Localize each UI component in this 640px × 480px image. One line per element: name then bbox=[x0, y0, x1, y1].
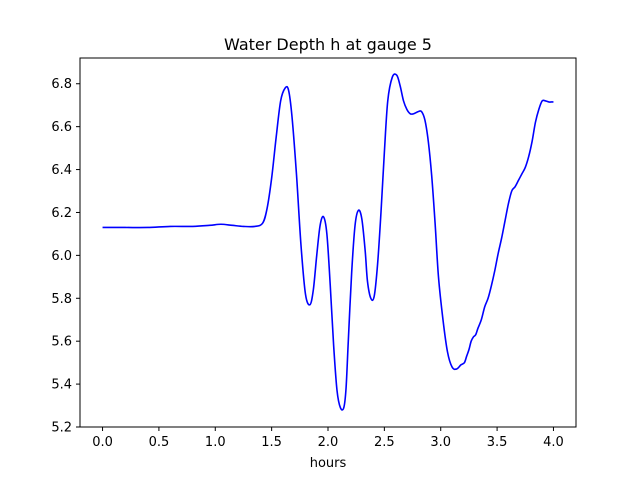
x-tick-label: 4.0 bbox=[543, 435, 564, 450]
y-tick-label: 6.8 bbox=[51, 77, 72, 92]
y-tick-label: 5.2 bbox=[51, 421, 72, 436]
x-tick-label: 3.0 bbox=[430, 435, 451, 450]
x-tick-label: 3.5 bbox=[487, 435, 508, 450]
x-tick-label: 1.5 bbox=[261, 435, 282, 450]
y-tick-label: 6.2 bbox=[51, 206, 72, 221]
x-tick-label: 0.0 bbox=[92, 435, 113, 450]
y-tick-label: 6.0 bbox=[51, 249, 72, 264]
x-axis: 0.0 0.5 1.0 1.5 2.0 2.5 3.0 3.5 4.0 bbox=[92, 427, 564, 450]
chart-title: Water Depth h at gauge 5 bbox=[224, 35, 432, 54]
x-tick-label: 0.5 bbox=[149, 435, 170, 450]
series-line bbox=[102, 73, 554, 411]
y-tick-label: 6.6 bbox=[51, 120, 72, 135]
y-tick-label: 5.4 bbox=[51, 378, 72, 393]
x-tick-label: 2.0 bbox=[318, 435, 339, 450]
x-tick-label: 1.0 bbox=[205, 435, 226, 450]
y-tick-label: 5.8 bbox=[51, 292, 72, 307]
y-tick-label: 5.6 bbox=[51, 335, 72, 350]
y-axis: 5.2 5.4 5.6 5.8 6.0 6.2 6.4 6.6 6.8 bbox=[51, 77, 80, 436]
plot-area bbox=[102, 73, 554, 411]
x-axis-label: hours bbox=[310, 456, 347, 471]
x-tick-label: 2.5 bbox=[374, 435, 395, 450]
y-tick-label: 6.4 bbox=[51, 163, 72, 178]
